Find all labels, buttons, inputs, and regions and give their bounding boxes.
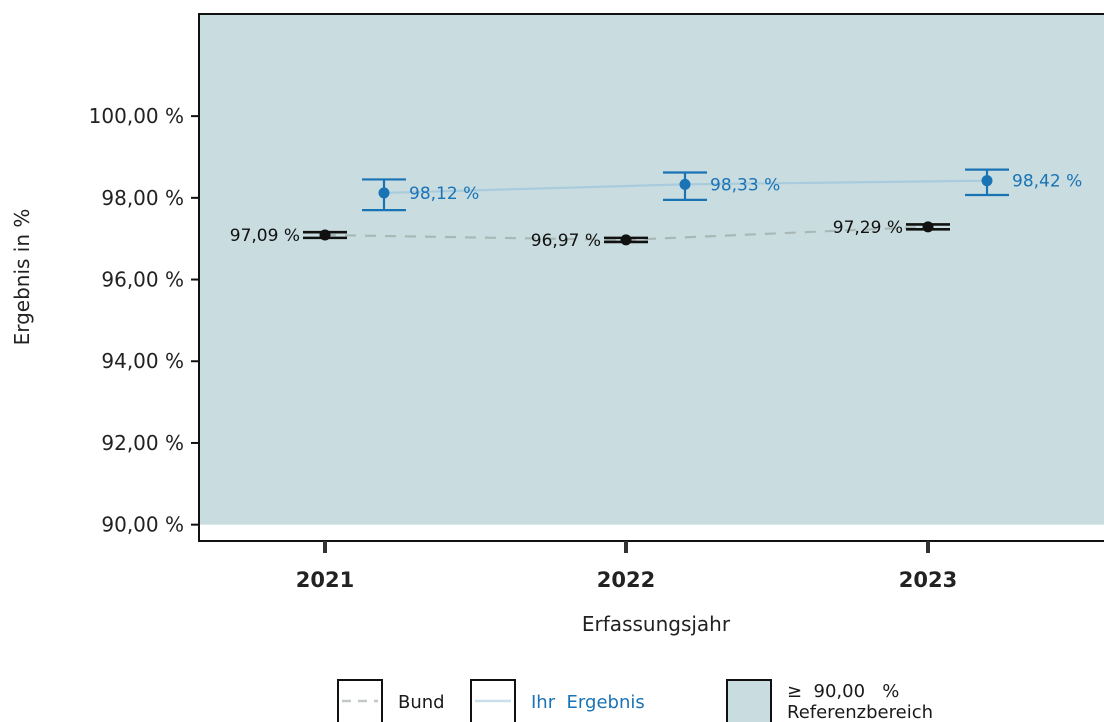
y-tick-label: 92,00 % xyxy=(101,431,184,455)
data-label-ihr-ergebnis: 98,42 % xyxy=(1012,172,1082,192)
legend-key-referenzbereich xyxy=(726,679,772,722)
series-marks xyxy=(303,168,1009,246)
data-point xyxy=(922,221,934,233)
legend: Bund Ihr Ergebnis ≥ 90,00 % Referenzbere… xyxy=(337,679,933,722)
data-label-bund: 96,97 % xyxy=(531,231,601,251)
y-axis: 90,00 % 92,00 % 94,00 % 96,00 % 98,00 % 100,0… xyxy=(89,104,199,537)
data-label-ihr-ergebnis: 98,33 % xyxy=(710,175,780,195)
legend-label-bund: Bund xyxy=(398,692,445,713)
data-label-bund: 97,09 % xyxy=(230,226,300,246)
data-point xyxy=(378,187,390,199)
y-tick-label: 100,00 % xyxy=(89,104,184,128)
x-tick-label: 2021 xyxy=(296,568,354,592)
legend-label-ihr-ergebnis: Ihr Ergebnis xyxy=(531,692,645,713)
x-axis: 2021 2022 2023 xyxy=(296,541,957,592)
plot-frame xyxy=(198,13,1104,542)
data-point xyxy=(620,234,632,246)
x-axis-title: Erfassungsjahr xyxy=(582,612,731,636)
y-tick-label: 98,00 % xyxy=(101,186,184,210)
data-point xyxy=(981,175,993,187)
y-tick-label: 96,00 % xyxy=(101,268,184,292)
y-axis-title: Ergebnis in % xyxy=(10,209,34,346)
x-tick-label: 2023 xyxy=(899,568,957,592)
data-point xyxy=(319,229,331,241)
data-labels: 97,09 % 96,97 % 97,29 % 98,12 % 98,33 % 98,42… xyxy=(230,172,1082,251)
legend-label-referenzbereich: Referenzbereich xyxy=(787,702,933,722)
legend-label-reference-value: ≥ 90,00 % xyxy=(787,681,899,702)
data-label-bund: 97,29 % xyxy=(833,218,903,238)
y-tick-label: 90,00 % xyxy=(101,513,184,537)
data-label-ihr-ergebnis: 98,12 % xyxy=(409,184,479,204)
y-tick-label: 94,00 % xyxy=(101,349,184,373)
reference-range-band xyxy=(199,14,1104,525)
x-tick-label: 2022 xyxy=(597,568,655,592)
data-point xyxy=(679,178,691,190)
